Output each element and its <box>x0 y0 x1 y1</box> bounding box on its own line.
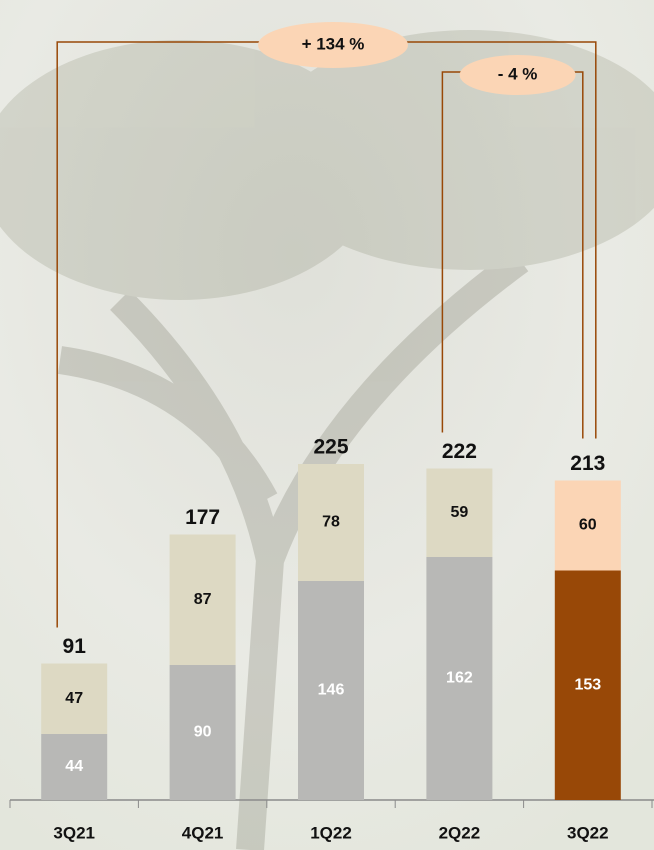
chart: 44 47 91 3Q21 90 87 177 4Q21 146 78 225 1Q22 162 59 22… <box>0 0 654 850</box>
annotation-text: - 4 % <box>498 64 538 83</box>
value-label: 90 <box>194 724 212 741</box>
value-label: 47 <box>65 690 83 707</box>
total-label: 213 <box>570 452 605 475</box>
x-tick-label: 1Q22 <box>310 823 352 842</box>
x-tick-label: 3Q21 <box>53 823 95 842</box>
total-label: 91 <box>63 635 87 658</box>
total-label: 177 <box>185 506 220 529</box>
total-label: 225 <box>313 436 348 459</box>
value-label: 59 <box>451 504 469 521</box>
x-tick-label: 3Q22 <box>567 823 609 842</box>
x-tick-label: 2Q22 <box>439 823 481 842</box>
value-label: 146 <box>318 682 345 699</box>
total-label: 222 <box>442 440 477 463</box>
value-label: 87 <box>194 591 212 608</box>
value-label: 44 <box>65 758 83 775</box>
annotation-text: + 134 % <box>302 34 365 53</box>
value-label: 78 <box>322 514 340 531</box>
value-label: 153 <box>574 676 601 693</box>
x-tick-label: 4Q21 <box>182 823 224 842</box>
value-label: 162 <box>446 670 473 687</box>
value-label: 60 <box>579 517 597 534</box>
